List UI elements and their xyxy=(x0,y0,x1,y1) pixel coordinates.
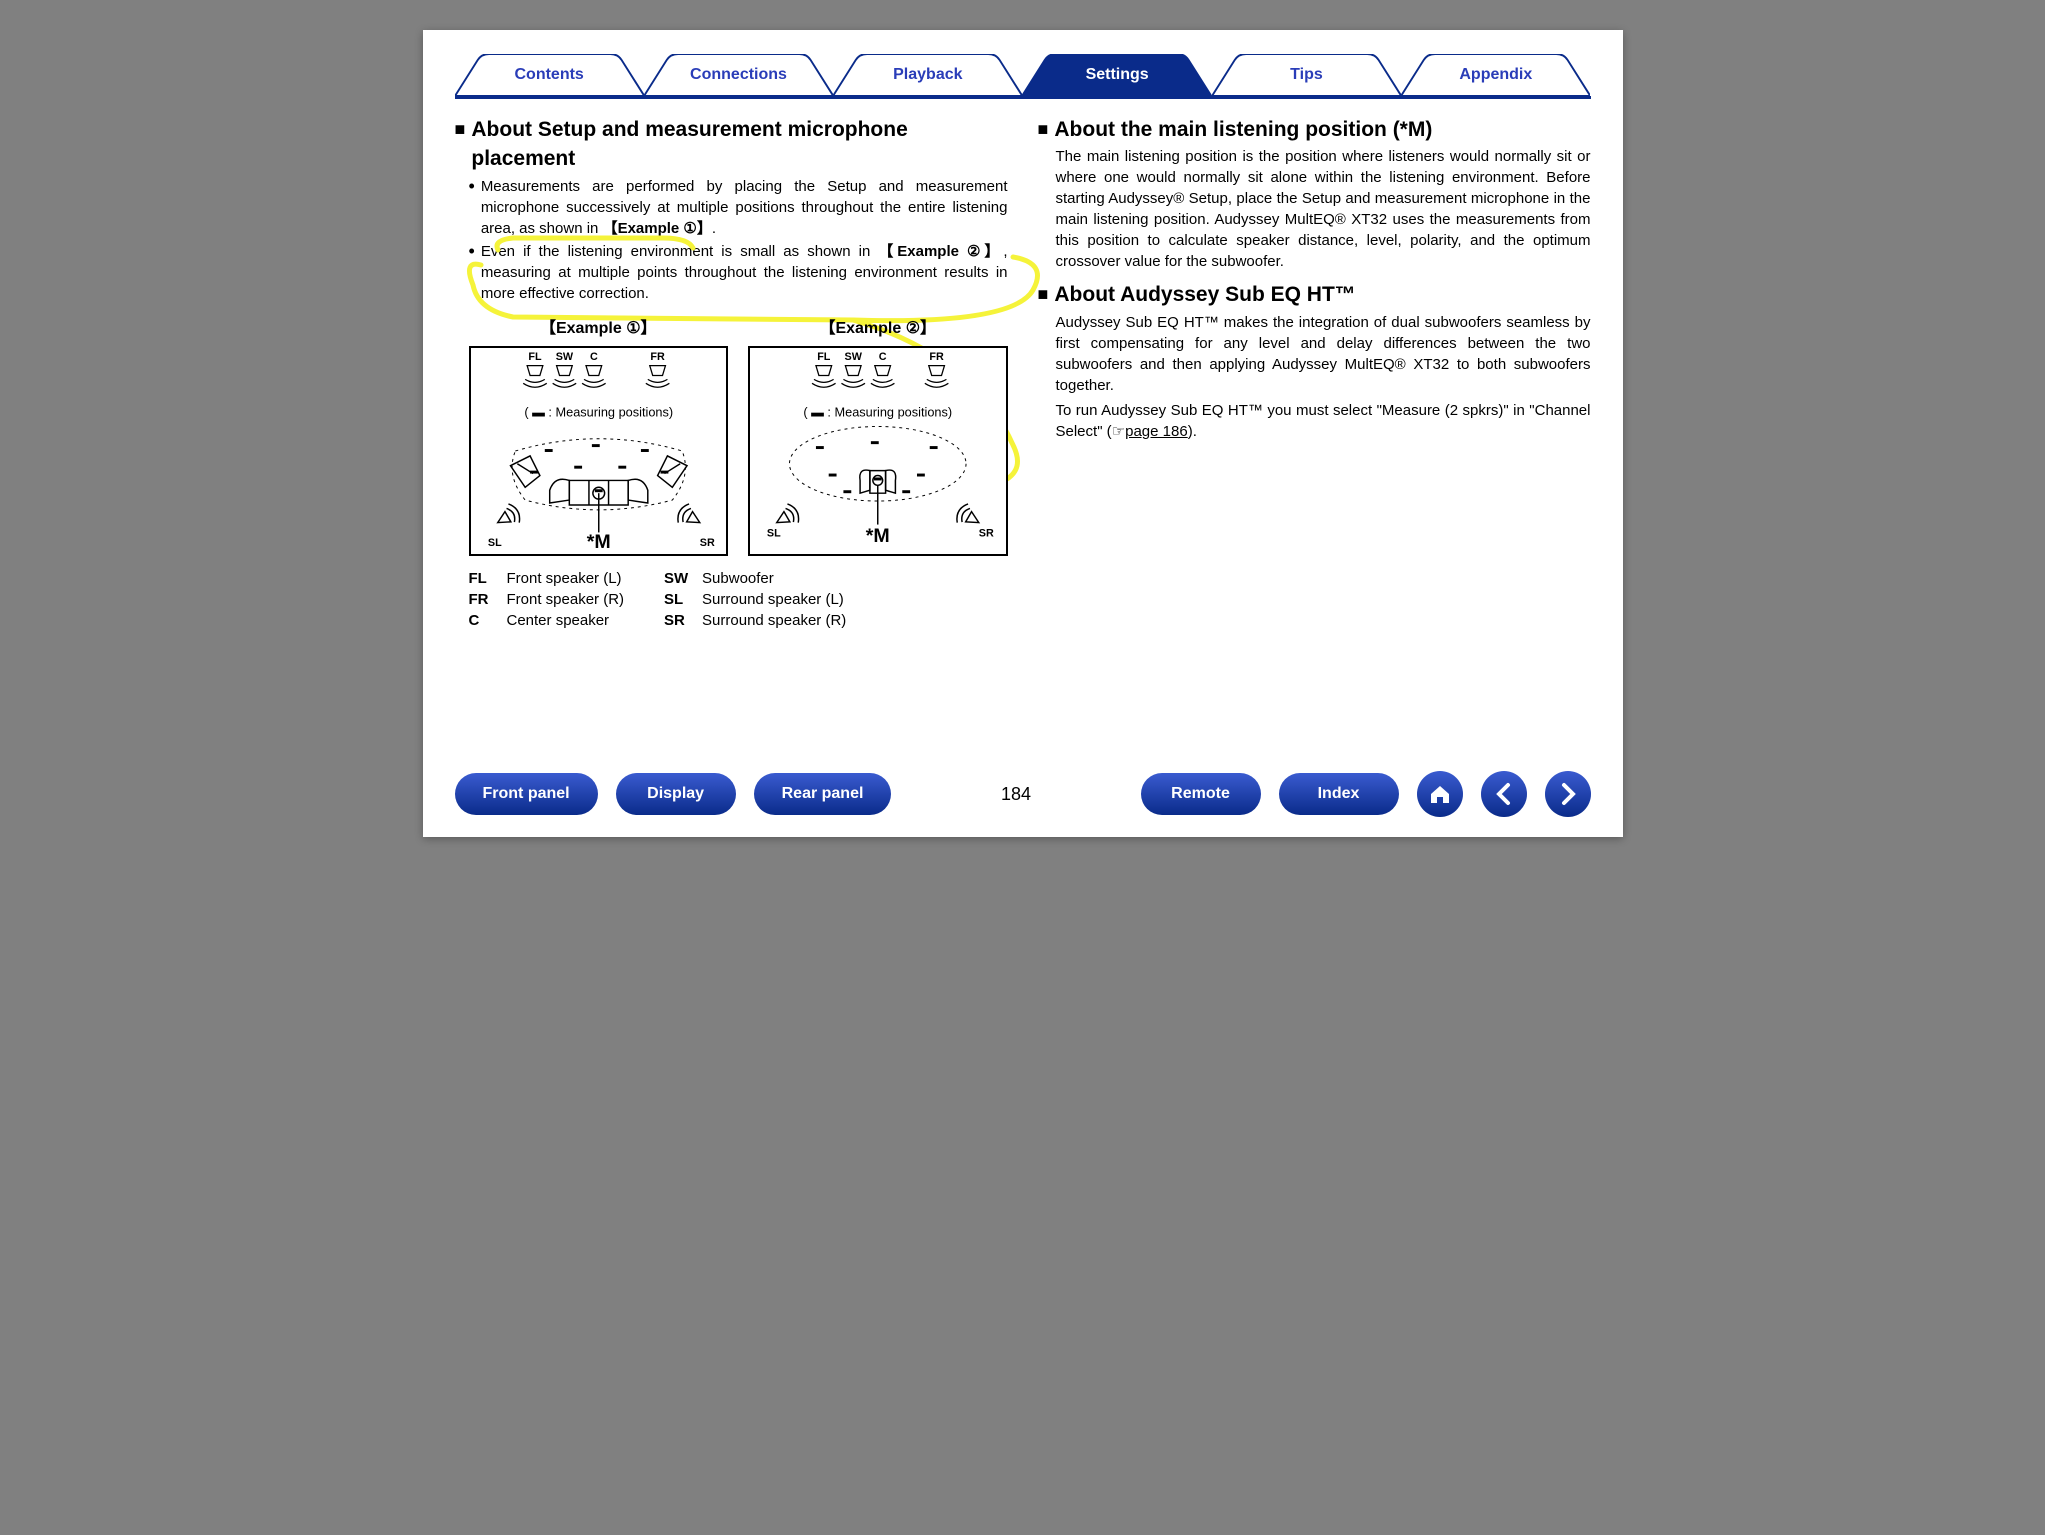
tab-connections[interactable]: Connections xyxy=(644,54,833,96)
legend-sw: SWSubwoofer xyxy=(664,568,846,589)
link-page-186[interactable]: page 186 xyxy=(1125,423,1188,440)
example-2: 【Example ②】 FL SW C FR xyxy=(748,318,1008,556)
legend-sr: SRSurround speaker (R) xyxy=(664,610,846,631)
left-column: About Setup and measurement microphone p… xyxy=(455,109,1008,631)
tab-settings[interactable]: Settings xyxy=(1022,54,1211,96)
svg-text:SL: SL xyxy=(487,537,501,549)
example-2-diagram: FL SW C FR ( ▬ : Measuring positions) xyxy=(748,346,1008,556)
svg-text:*M: *M xyxy=(866,525,890,547)
heading-sub-eq: About Audyssey Sub EQ HT™ xyxy=(1038,280,1591,309)
content-columns: About Setup and measurement microphone p… xyxy=(455,109,1591,631)
body-sub-eq-2: To run Audyssey Sub EQ HT™ you must sele… xyxy=(1056,400,1591,442)
svg-text:*M: *M xyxy=(586,531,610,553)
nav-remote[interactable]: Remote xyxy=(1141,773,1261,815)
manual-page: Contents Connections Playback Settings T… xyxy=(423,30,1623,837)
examples-row: 【Example ①】 FL SW C xyxy=(469,318,1008,556)
right-column: About the main listening position (*M) T… xyxy=(1038,109,1591,631)
next-button[interactable] xyxy=(1545,771,1591,817)
body-sub-eq-1: Audyssey Sub EQ HT™ makes the integratio… xyxy=(1056,312,1591,396)
footer-nav: Front panel Display Rear panel 184 Remote I… xyxy=(455,771,1591,817)
example-1-diagram: FL SW C FR ( ▬ : Measuring positions) xyxy=(469,346,729,556)
svg-text:C: C xyxy=(589,351,597,363)
prev-button[interactable] xyxy=(1481,771,1527,817)
svg-text:FL: FL xyxy=(817,351,831,363)
nav-rear-panel[interactable]: Rear panel xyxy=(754,773,892,815)
svg-text:C: C xyxy=(879,351,887,363)
example-2-title: 【Example ②】 xyxy=(748,318,1008,340)
svg-text:FR: FR xyxy=(929,351,944,363)
prev-icon xyxy=(1491,781,1517,807)
nav-front-panel[interactable]: Front panel xyxy=(455,773,598,815)
example-1: 【Example ①】 FL SW C xyxy=(469,318,729,556)
legend-c: CCenter speaker xyxy=(469,610,625,631)
nav-display[interactable]: Display xyxy=(616,773,736,815)
tab-contents[interactable]: Contents xyxy=(455,54,644,96)
tab-playback[interactable]: Playback xyxy=(833,54,1022,96)
svg-text:SW: SW xyxy=(845,351,863,363)
next-icon xyxy=(1555,781,1581,807)
tab-appendix[interactable]: Appendix xyxy=(1401,54,1590,96)
tab-tips[interactable]: Tips xyxy=(1212,54,1401,96)
home-icon xyxy=(1427,781,1453,807)
svg-text:SW: SW xyxy=(555,351,573,363)
legend-sl: SLSurround speaker (L) xyxy=(664,589,846,610)
speaker-legend: FLFront speaker (L)FRFront speaker (R)CC… xyxy=(469,568,1008,631)
nav-index[interactable]: Index xyxy=(1279,773,1399,815)
legend-fl: FLFront speaker (L) xyxy=(469,568,625,589)
page-number: 184 xyxy=(989,784,1043,805)
svg-text:FL: FL xyxy=(528,351,542,363)
bullet-2: Even if the listening environment is sma… xyxy=(469,241,1008,304)
example-1-title: 【Example ①】 xyxy=(469,318,729,340)
bullet-1: Measurements are performed by placing th… xyxy=(469,176,1008,239)
svg-text:SL: SL xyxy=(767,528,781,540)
svg-text:SR: SR xyxy=(699,537,714,549)
svg-text:( ▬ : Measuring positions): ( ▬ : Measuring positions) xyxy=(524,405,673,420)
heading-mic-placement: About Setup and measurement microphone p… xyxy=(455,115,1008,174)
tab-bar: Contents Connections Playback Settings T… xyxy=(455,54,1591,99)
svg-text:FR: FR xyxy=(650,351,665,363)
svg-text:SR: SR xyxy=(979,528,994,540)
svg-text:( ▬ : Measuring positions): ( ▬ : Measuring positions) xyxy=(803,405,952,420)
heading-main-position: About the main listening position (*M) xyxy=(1038,115,1591,144)
body-main-position: The main listening position is the posit… xyxy=(1056,146,1591,272)
home-button[interactable] xyxy=(1417,771,1463,817)
legend-fr: FRFront speaker (R) xyxy=(469,589,625,610)
